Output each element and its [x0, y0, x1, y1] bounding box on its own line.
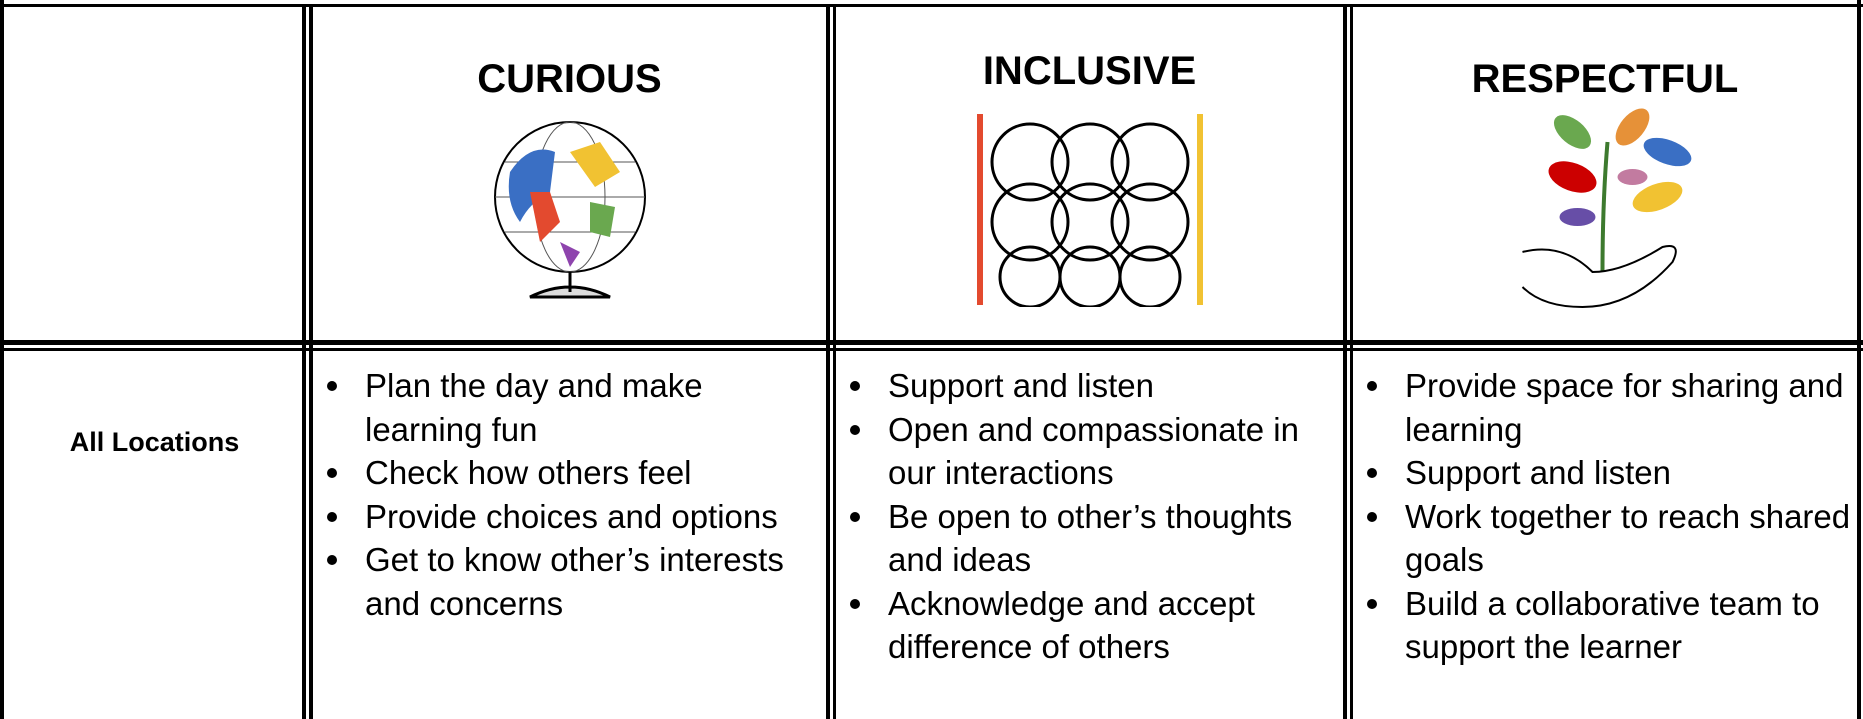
bullet-item: Plan the day and make learning fun — [313, 364, 826, 451]
border — [1350, 4, 1353, 719]
border — [0, 340, 1863, 345]
row-label: All Locations — [69, 426, 240, 457]
bullet-item: Check how others feel — [313, 451, 826, 495]
bullet-item: Acknowledge and accept difference of oth… — [836, 582, 1343, 669]
border — [1343, 4, 1347, 719]
bullet-item: Be open to other’s thoughts and ideas — [836, 495, 1343, 582]
header-cell: INCLUSIVE — [836, 7, 1343, 340]
column-title: RESPECTFUL — [1471, 57, 1739, 101]
bullet-item: Open and compassionate in our interactio… — [836, 408, 1343, 495]
bullet-item: Get to know other’s interests and concer… — [313, 538, 826, 625]
bullet-item: Work together to reach shared goals — [1353, 495, 1857, 582]
column-title: INCLUSIVE — [982, 49, 1197, 93]
bullet-item: Provide space for sharing and learning — [1353, 364, 1857, 451]
bullet-list: Support and listen Open and compassionate… — [836, 364, 1343, 669]
border — [826, 4, 830, 719]
border — [833, 4, 836, 719]
bullet-list: Plan the day and make learning fun Check … — [313, 364, 826, 625]
bullet-item: Support and listen — [836, 364, 1343, 408]
border — [302, 4, 306, 719]
header-cell: RESPECTFUL — [1353, 7, 1857, 340]
header-cell: CURIOUS — [313, 7, 826, 340]
border — [0, 4, 1863, 7]
chain-image — [976, 114, 1203, 307]
bullet-list: Provide space for sharing and learning Su… — [1353, 364, 1857, 669]
column-title: CURIOUS — [477, 57, 662, 101]
plant-image — [1521, 108, 1692, 309]
globe-image — [493, 121, 646, 299]
border — [0, 348, 1863, 351]
bullet-item: Provide choices and options — [313, 495, 826, 539]
bullet-item: Build a collaborative team to support th… — [1353, 582, 1857, 669]
border — [1857, 0, 1861, 719]
border — [309, 4, 313, 719]
bullet-item: Support and listen — [1353, 451, 1857, 495]
border — [0, 0, 4, 719]
